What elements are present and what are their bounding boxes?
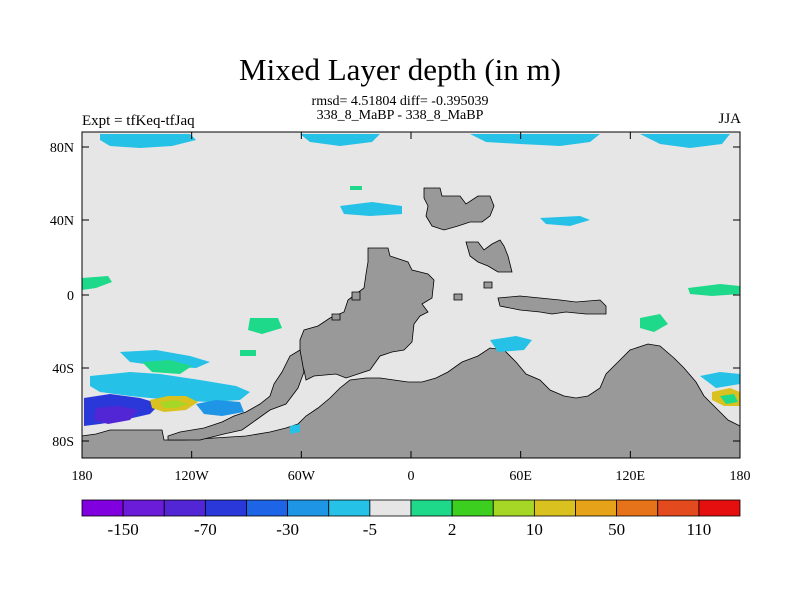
land-peninsula-tip xyxy=(167,349,305,441)
contour-east-pacific-green xyxy=(248,318,282,334)
y-tick-label: 40S xyxy=(52,362,74,377)
contour-north-atlantic xyxy=(340,202,402,216)
chart-title: Mixed Layer depth (in m) xyxy=(239,52,561,87)
colorbar-swatch xyxy=(246,499,289,517)
colorbar-swatch xyxy=(204,499,247,517)
land-small-island-2 xyxy=(331,313,341,321)
y-axis: 80N 40N 0 40S 80S xyxy=(50,141,740,450)
colorbar-swatch xyxy=(698,499,741,517)
contour-south-pacific-green xyxy=(142,360,192,374)
season-label: JJA xyxy=(718,111,741,127)
contour-equatorial-west xyxy=(82,276,112,290)
land-small-island-4 xyxy=(483,281,493,289)
x-tick-label: 0 xyxy=(408,469,415,484)
colorbar-swatch xyxy=(451,499,494,517)
experiment-label: Expt = tfKeq-tfJaq xyxy=(82,113,195,129)
colorbar-swatch xyxy=(328,499,371,517)
colorbar-swatch xyxy=(81,499,124,517)
colorbar-label: -70 xyxy=(194,520,217,539)
colorbar-label: -30 xyxy=(276,520,299,539)
colorbar-label: 2 xyxy=(448,520,457,539)
contour-southern-ocean-lightblue xyxy=(196,400,244,416)
contour-southern-ocean-green xyxy=(160,400,188,408)
contour-indian-green xyxy=(640,314,668,332)
land-maritime xyxy=(497,295,607,315)
contour-atlantic-south xyxy=(290,424,300,434)
contour-pacific-east-green xyxy=(688,284,740,296)
contour-south-pacific-2 xyxy=(90,372,250,402)
colorbar-swatch xyxy=(163,499,206,517)
contour-green-small-2 xyxy=(240,350,256,356)
contour-arctic-east xyxy=(470,134,600,146)
contour-southeast-green xyxy=(720,394,738,404)
y-tick-label: 80N xyxy=(50,141,74,156)
contour-south-pacific-1 xyxy=(120,350,210,368)
anomaly-contours xyxy=(82,134,740,434)
land-small-island-3 xyxy=(453,293,463,301)
land-europe xyxy=(423,187,495,231)
contour-arctic-far-east xyxy=(640,134,730,148)
y-tick-label: 80S xyxy=(52,435,74,450)
colorbar-swatch xyxy=(616,499,659,517)
x-tick-label: 180 xyxy=(730,469,751,484)
x-tick-label: 120E xyxy=(616,469,646,484)
colorbar: -150 -70 -30 -5 2 10 50 110 xyxy=(81,499,741,539)
colorbar-swatch xyxy=(369,499,412,517)
contour-north-pacific xyxy=(540,216,590,226)
colorbar-swatch xyxy=(410,499,453,517)
x-tick-label: 120W xyxy=(175,469,210,484)
land-antarctica xyxy=(81,343,741,459)
x-tick-label: 60E xyxy=(509,469,532,484)
land-south-america xyxy=(299,247,435,381)
x-tick-label: 60W xyxy=(288,469,316,484)
y-tick-label: 0 xyxy=(67,289,74,304)
contour-green-small-1 xyxy=(350,186,362,190)
colorbar-label: 110 xyxy=(686,520,711,539)
chart-subtitle: rmsd= 4.51804 diff= -0.395039 338_8_MaBP… xyxy=(0,95,800,123)
colorbar-swatch xyxy=(657,499,700,517)
land-small-island-1 xyxy=(351,291,361,301)
contour-southeast-blue xyxy=(700,372,740,388)
colorbar-label: 10 xyxy=(526,520,543,539)
colorbar-swatch xyxy=(575,499,618,517)
x-tick-label: 180 xyxy=(72,469,93,484)
colorbar-label: 50 xyxy=(608,520,625,539)
subtitle-line-1: rmsd= 4.51804 diff= -0.395039 xyxy=(311,94,489,109)
y-tick-label: 40N xyxy=(50,214,74,229)
colorbar-label: -5 xyxy=(363,520,377,539)
contour-arctic-west xyxy=(100,134,196,148)
contour-arctic-center xyxy=(300,134,380,146)
x-axis: 180 120W 60W 0 60E 120E 180 xyxy=(72,132,751,484)
land-arabia-asia xyxy=(465,239,513,273)
colorbar-swatch xyxy=(533,499,576,517)
contour-indian-ocean xyxy=(490,336,532,352)
colorbar-label: -150 xyxy=(108,520,139,539)
subtitle-line-2: 338_8_MaBP - 338_8_MaBP xyxy=(316,108,484,123)
land-masses xyxy=(81,187,741,459)
contour-southern-ocean-purple xyxy=(94,406,138,424)
colorbar-swatch xyxy=(492,499,535,517)
colorbar-swatch xyxy=(287,499,330,517)
colorbar-swatch xyxy=(122,499,165,517)
